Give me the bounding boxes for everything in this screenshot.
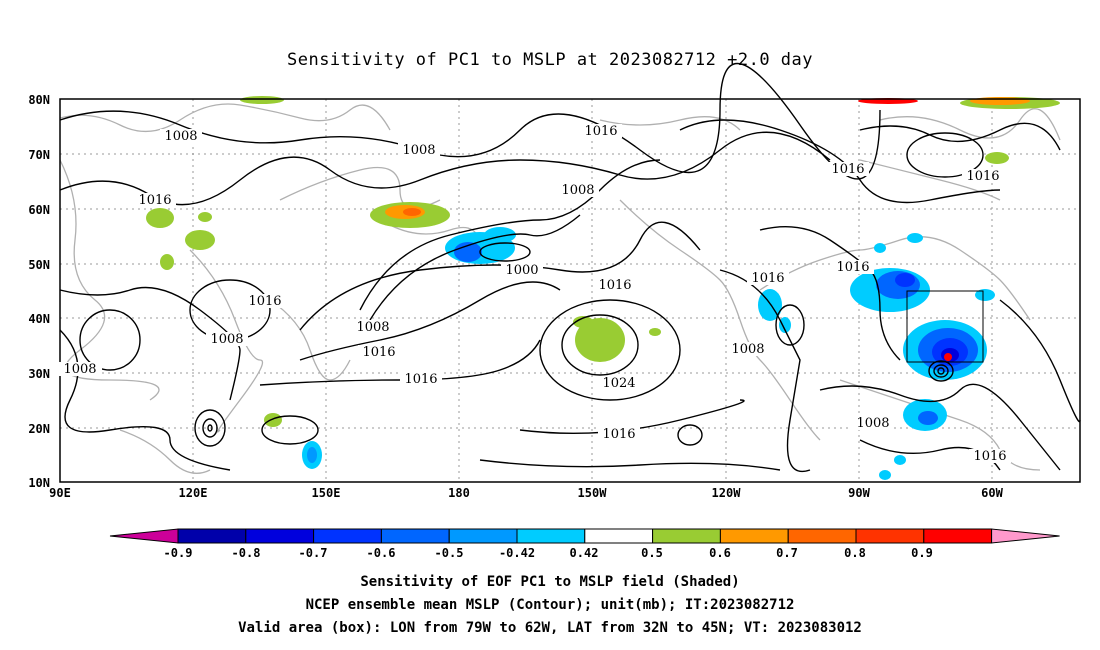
lat-label: 80N bbox=[28, 93, 50, 107]
sensitivity-shading bbox=[146, 96, 1060, 480]
contour-label: 1008 bbox=[356, 320, 389, 335]
colorbar-segment bbox=[448, 528, 518, 544]
contour-label: 1000 bbox=[505, 263, 538, 278]
colorbar-segment bbox=[313, 528, 382, 544]
contour-label: 1016 bbox=[404, 372, 437, 387]
lon-label: 90E bbox=[49, 486, 71, 500]
colorbar-segment bbox=[516, 528, 586, 544]
colorbar-segment bbox=[177, 528, 247, 544]
lat-label: 40N bbox=[28, 312, 50, 326]
contour-label: 1016 bbox=[831, 162, 864, 177]
map-title: Sensitivity of PC1 to MSLP at 2023082712… bbox=[286, 50, 813, 70]
lon-label: 150E bbox=[312, 486, 341, 500]
contour-label: 1016 bbox=[751, 271, 784, 286]
colorbar-labels: -0.9 -0.8 -0.7 -0.6 -0.5 -0.42 0.42 0.5 … bbox=[164, 546, 933, 560]
contour-label: 1016 bbox=[836, 260, 869, 275]
colorbar-label: -0.9 bbox=[164, 546, 193, 560]
contour-label: 1008 bbox=[164, 129, 197, 144]
colorbar-label: -0.42 bbox=[499, 546, 535, 560]
latitude-labels: 80N 70N 60N 50N 40N 30N 20N 10N bbox=[28, 93, 50, 490]
lat-label: 50N bbox=[28, 258, 50, 272]
lat-label: 60N bbox=[28, 203, 50, 217]
colorbar-segment bbox=[652, 528, 721, 544]
contour-label: 1016 bbox=[138, 193, 171, 208]
contour-label: 1008 bbox=[856, 416, 889, 431]
lat-label: 20N bbox=[28, 422, 50, 436]
lat-label: 70N bbox=[28, 148, 50, 162]
colorbar-segment bbox=[719, 528, 789, 544]
lon-label: 90W bbox=[848, 486, 870, 500]
lon-label: 120W bbox=[712, 486, 742, 500]
longitude-labels: 90E 120E 150E 180 150W 120W 90W 60W bbox=[49, 486, 1003, 500]
colorbar-label: -0.6 bbox=[367, 546, 396, 560]
colorbar-segment bbox=[245, 528, 315, 544]
colorbar-label: 0.9 bbox=[911, 546, 933, 560]
caption-line-3: Valid area (box): LON from 79W to 62W, L… bbox=[238, 620, 862, 636]
contour-label: 1016 bbox=[362, 345, 395, 360]
colorbar-max-arrow bbox=[991, 528, 1060, 544]
contour-label: 1016 bbox=[248, 294, 281, 309]
lon-label: 120E bbox=[179, 486, 208, 500]
caption-line-1: Sensitivity of EOF PC1 to MSLP field (Sh… bbox=[360, 574, 740, 590]
contour-labels: 1008 1016 1016 1008 1008 1016 1000 1016 … bbox=[58, 124, 1011, 464]
contour-label: 1016 bbox=[966, 169, 999, 184]
caption-line-2: NCEP ensemble mean MSLP (Contour); unit(… bbox=[305, 597, 795, 613]
lon-label: 180 bbox=[448, 486, 470, 500]
contour-label: 1016 bbox=[584, 124, 617, 139]
plot-frame bbox=[59, 98, 1081, 483]
valid-area-box bbox=[906, 290, 984, 363]
colorbar-label: 0.5 bbox=[641, 546, 663, 560]
contour-label: 1008 bbox=[731, 342, 764, 357]
colorbar-label: 0.42 bbox=[570, 546, 599, 560]
colorbar-label: -0.8 bbox=[232, 546, 261, 560]
colorbar-min-arrow bbox=[109, 528, 179, 544]
colorbar-label: 0.8 bbox=[844, 546, 866, 560]
colorbar-segment bbox=[787, 528, 857, 544]
contour-label: 1008 bbox=[402, 143, 435, 158]
contour-label: 1016 bbox=[598, 278, 631, 293]
lon-label: 150W bbox=[578, 486, 608, 500]
colorbar-label: 0.6 bbox=[709, 546, 731, 560]
mslp-contours bbox=[59, 63, 1081, 473]
colorbar-segment bbox=[380, 528, 450, 544]
lat-label: 30N bbox=[28, 367, 50, 381]
colorbar bbox=[109, 528, 1060, 544]
lat-label: 10N bbox=[28, 476, 50, 490]
colorbar-segment bbox=[855, 528, 925, 544]
contour-label: 1008 bbox=[63, 362, 96, 377]
contour-label: 1016 bbox=[973, 449, 1006, 464]
grid bbox=[60, 99, 1080, 482]
colorbar-segment bbox=[923, 528, 993, 544]
colorbar-segment bbox=[584, 528, 654, 544]
contour-label: 1016 bbox=[602, 427, 635, 442]
lon-label: 60W bbox=[981, 486, 1003, 500]
colorbar-label: -0.5 bbox=[435, 546, 464, 560]
colorbar-label: 0.7 bbox=[776, 546, 798, 560]
contour-label: 1024 bbox=[602, 376, 635, 391]
colorbar-label: -0.7 bbox=[299, 546, 328, 560]
contour-label: 1008 bbox=[561, 183, 594, 198]
contour-label: 1008 bbox=[210, 332, 243, 347]
